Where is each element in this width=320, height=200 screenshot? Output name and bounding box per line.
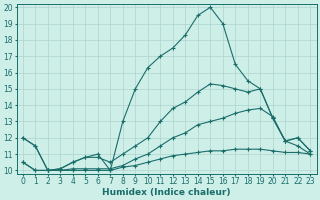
X-axis label: Humidex (Indice chaleur): Humidex (Indice chaleur) [102, 188, 231, 197]
